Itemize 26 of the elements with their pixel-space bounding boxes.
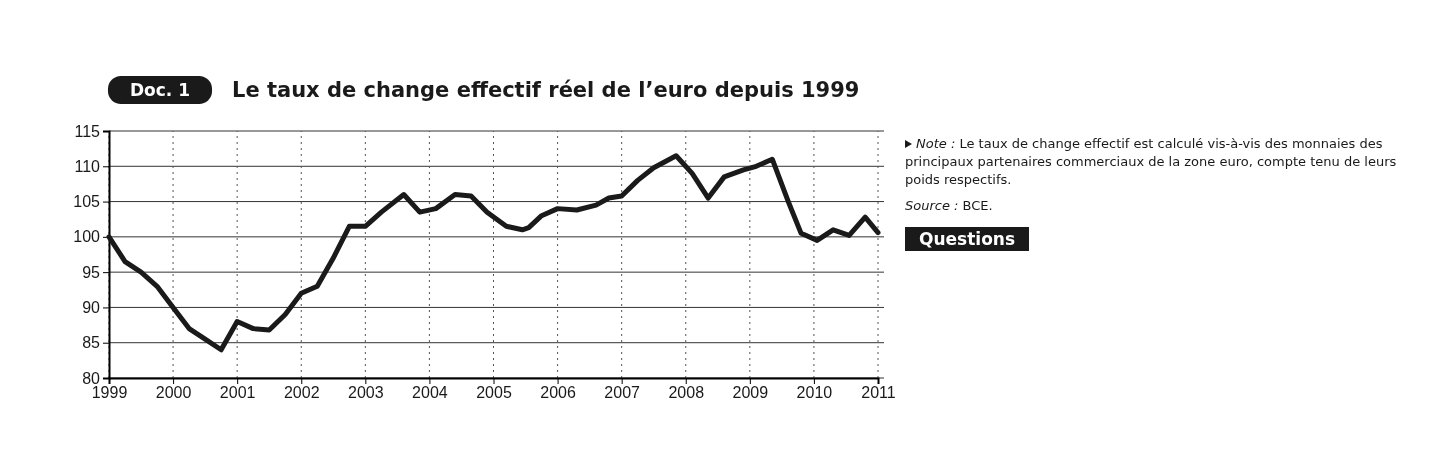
x-tick-label: 2000 xyxy=(155,384,192,402)
x-tick-label: 2010 xyxy=(796,384,833,402)
x-tick-label: 2003 xyxy=(348,384,384,402)
chart-title: Le taux de change effectif réel de l’euro depuis 1999 xyxy=(232,78,860,102)
y-tick-label: 95 xyxy=(82,263,101,281)
y-tick-label: 105 xyxy=(73,193,101,211)
y-tick-label: 90 xyxy=(82,299,101,317)
text: Questions xyxy=(905,227,1030,251)
doc-label: Doc. 1 xyxy=(107,76,213,104)
x-tick-label: 2002 xyxy=(283,384,320,402)
source-note: Source : BCE. xyxy=(905,198,993,213)
text: Note : Le taux de change effectif est calculé vis-à-vis des monnaies des principaux partenaires commerciaux de la zone euro, compte tenu de leurs poids respectifs. xyxy=(905,136,1397,187)
y-tick-label: 110 xyxy=(74,157,101,175)
x-tick-label: 2009 xyxy=(732,384,769,402)
y-tick-label: 115 xyxy=(74,122,101,140)
x-tick-label: 2007 xyxy=(604,384,641,402)
x-tick-label: 2001 xyxy=(219,384,256,402)
y-tick-label: 80 xyxy=(82,369,101,387)
y-tick-label: 85 xyxy=(82,334,101,352)
x-tick-label: 2004 xyxy=(412,384,448,402)
x-tick-label: 2006 xyxy=(540,384,576,402)
x-tick-label: 2008 xyxy=(668,384,705,402)
x-tick-label: 1999 xyxy=(91,384,128,402)
y-tick-label: 100 xyxy=(73,228,101,246)
x-tick-label: 2011 xyxy=(861,384,896,402)
x-tick-label: 2005 xyxy=(476,384,512,402)
